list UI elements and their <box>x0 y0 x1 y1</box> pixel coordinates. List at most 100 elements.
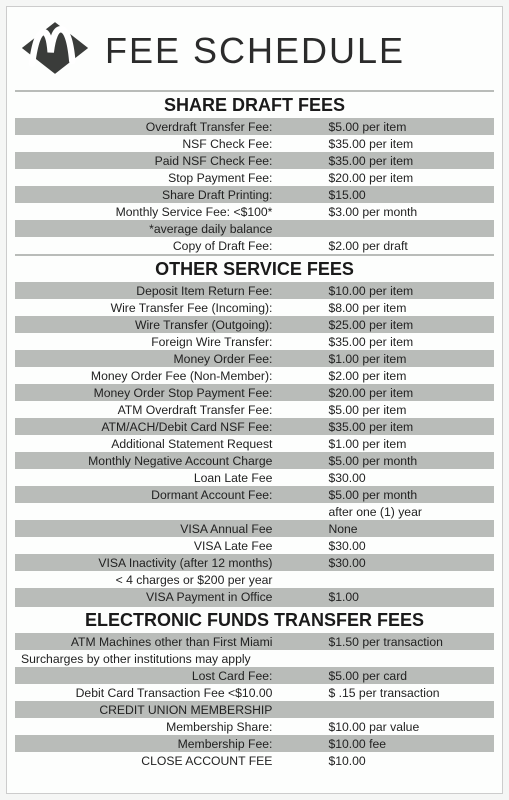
fee-value <box>278 701 494 718</box>
fee-value: after one (1) year <box>278 503 494 520</box>
table-row: Membership Share:$10.00 par value <box>15 718 494 735</box>
table-row: Additional Statement Request$1.00 per it… <box>15 435 494 452</box>
table-row: Debit Card Transaction Fee <$10.00$ .15 … <box>15 684 494 701</box>
table-row: < 4 charges or $200 per year <box>15 571 494 588</box>
fee-label: Copy of Draft Fee: <box>15 237 278 254</box>
fee-value: $35.00 per item <box>278 333 494 350</box>
fee-label: VISA Payment in Office <box>15 588 278 605</box>
table-row: Share Draft Printing:$15.00 <box>15 186 494 203</box>
fee-label: ATM Machines other than First Miami <box>15 633 278 650</box>
table-row: Foreign Wire Transfer:$35.00 per item <box>15 333 494 350</box>
fee-value: $8.00 per item <box>278 299 494 316</box>
fee-label: Monthly Service Fee: <$100* <box>15 203 278 220</box>
fee-table: Deposit Item Return Fee:$10.00 per itemW… <box>15 282 494 605</box>
table-row: Money Order Fee:$1.00 per item <box>15 350 494 367</box>
table-row: Monthly Service Fee: <$100*$3.00 per mon… <box>15 203 494 220</box>
fee-label: ATM/ACH/Debit Card NSF Fee: <box>15 418 278 435</box>
fee-value: $35.00 per item <box>278 418 494 435</box>
section-title: ELECTRONIC FUNDS TRANSFER FEES <box>15 605 494 633</box>
table-row: VISA Inactivity (after 12 months)$30.00 <box>15 554 494 571</box>
fee-value <box>278 220 494 237</box>
fee-value: $ .15 per transaction <box>278 684 494 701</box>
fee-value <box>278 571 494 588</box>
sections-container: SHARE DRAFT FEESOverdraft Transfer Fee:$… <box>15 90 494 769</box>
table-row: Membership Fee:$10.00 fee <box>15 735 494 752</box>
fee-label: Wire Transfer Fee (Incoming): <box>15 299 278 316</box>
fee-label: Overdraft Transfer Fee: <box>15 118 278 135</box>
page-title: FEE SCHEDULE <box>105 30 405 72</box>
fee-value: $5.00 per month <box>278 486 494 503</box>
header: FEE SCHEDULE <box>15 15 494 90</box>
fee-label: Deposit Item Return Fee: <box>15 282 278 299</box>
table-row: Copy of Draft Fee:$2.00 per draft <box>15 237 494 254</box>
table-row: Stop Payment Fee:$20.00 per item <box>15 169 494 186</box>
fee-value: $1.00 per item <box>278 435 494 452</box>
fee-value: $1.50 per transaction <box>278 633 494 650</box>
table-row: CREDIT UNION MEMBERSHIP <box>15 701 494 718</box>
fee-value: $25.00 per item <box>278 316 494 333</box>
fee-label: Membership Fee: <box>15 735 278 752</box>
fee-label: Loan Late Fee <box>15 469 278 486</box>
table-row: Monthly Negative Account Charge$5.00 per… <box>15 452 494 469</box>
logo-icon <box>19 19 91 82</box>
fee-value: $3.00 per month <box>278 203 494 220</box>
fee-value: $15.00 <box>278 186 494 203</box>
fee-value: $2.00 per item <box>278 367 494 384</box>
table-row: Lost Card Fee:$5.00 per card <box>15 667 494 684</box>
table-row: *average daily balance <box>15 220 494 237</box>
fee-label: Money Order Fee: <box>15 350 278 367</box>
table-row: Dormant Account Fee:$5.00 per month <box>15 486 494 503</box>
table-row: Overdraft Transfer Fee:$5.00 per item <box>15 118 494 135</box>
fee-label: Stop Payment Fee: <box>15 169 278 186</box>
table-row: ATM/ACH/Debit Card NSF Fee:$35.00 per it… <box>15 418 494 435</box>
fee-label: Monthly Negative Account Charge <box>15 452 278 469</box>
fee-label: Money Order Stop Payment Fee: <box>15 384 278 401</box>
fee-label: Membership Share: <box>15 718 278 735</box>
fee-label: VISA Inactivity (after 12 months) <box>15 554 278 571</box>
fee-label: < 4 charges or $200 per year <box>15 571 278 588</box>
table-row: Wire Transfer (Outgoing):$25.00 per item <box>15 316 494 333</box>
fee-schedule-page: FEE SCHEDULE SHARE DRAFT FEESOverdraft T… <box>6 6 503 794</box>
fee-value: $5.00 per card <box>278 667 494 684</box>
table-row: Deposit Item Return Fee:$10.00 per item <box>15 282 494 299</box>
table-row: Money Order Stop Payment Fee:$20.00 per … <box>15 384 494 401</box>
fee-value: $20.00 per item <box>278 384 494 401</box>
section-title: OTHER SERVICE FEES <box>15 254 494 282</box>
table-row: Paid NSF Check Fee:$35.00 per item <box>15 152 494 169</box>
table-row: CLOSE ACCOUNT FEE$10.00 <box>15 752 494 769</box>
fee-label: Surcharges by other institutions may app… <box>15 650 494 667</box>
fee-value: $35.00 per item <box>278 152 494 169</box>
fee-value: $1.00 <box>278 588 494 605</box>
fee-value: $30.00 <box>278 537 494 554</box>
fee-value: $5.00 per month <box>278 452 494 469</box>
fee-label: Foreign Wire Transfer: <box>15 333 278 350</box>
fee-label: CLOSE ACCOUNT FEE <box>15 752 278 769</box>
fee-value: $2.00 per draft <box>278 237 494 254</box>
table-row: VISA Late Fee$30.00 <box>15 537 494 554</box>
table-row: VISA Payment in Office$1.00 <box>15 588 494 605</box>
table-row: VISA Annual FeeNone <box>15 520 494 537</box>
fee-label: ATM Overdraft Transfer Fee: <box>15 401 278 418</box>
fee-value: $10.00 <box>278 752 494 769</box>
fee-label: Dormant Account Fee: <box>15 486 278 503</box>
fee-label: NSF Check Fee: <box>15 135 278 152</box>
fee-value: $5.00 per item <box>278 401 494 418</box>
table-row: Loan Late Fee$30.00 <box>15 469 494 486</box>
fee-label: Lost Card Fee: <box>15 667 278 684</box>
fee-label: VISA Late Fee <box>15 537 278 554</box>
fee-label: Additional Statement Request <box>15 435 278 452</box>
table-row: after one (1) year <box>15 503 494 520</box>
fee-value: $20.00 per item <box>278 169 494 186</box>
fee-value: $35.00 per item <box>278 135 494 152</box>
fee-label: Debit Card Transaction Fee <$10.00 <box>15 684 278 701</box>
table-row: Wire Transfer Fee (Incoming):$8.00 per i… <box>15 299 494 316</box>
fee-value: $10.00 per item <box>278 282 494 299</box>
fee-table: ATM Machines other than First Miami$1.50… <box>15 633 494 769</box>
fee-label: CREDIT UNION MEMBERSHIP <box>15 701 278 718</box>
table-row: Money Order Fee (Non-Member):$2.00 per i… <box>15 367 494 384</box>
fee-table: Overdraft Transfer Fee:$5.00 per itemNSF… <box>15 118 494 254</box>
fee-value: None <box>278 520 494 537</box>
fee-value: $30.00 <box>278 554 494 571</box>
fee-label: Share Draft Printing: <box>15 186 278 203</box>
table-row: Surcharges by other institutions may app… <box>15 650 494 667</box>
